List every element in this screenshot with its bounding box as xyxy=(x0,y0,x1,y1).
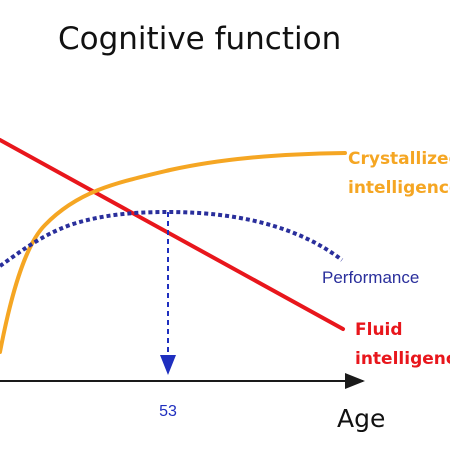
series-line-fluid-intelligence xyxy=(0,138,345,331)
series-label-fluid-line-1: Fluid xyxy=(355,320,403,340)
series-label-crystallized-line-1: Crystallized xyxy=(348,149,450,169)
series-label-crystallized-line-2: intelligence xyxy=(348,178,450,198)
series-line-crystallized-intelligence xyxy=(0,151,347,354)
series-label-performance: Performance xyxy=(322,268,419,287)
series-label-fluid-line-2: intelligence xyxy=(355,349,450,369)
x-tick-label-53: 53 xyxy=(159,403,177,420)
series-line-performance xyxy=(0,209,344,268)
x-axis-label: Age xyxy=(337,404,385,433)
chart-title: Cognitive function xyxy=(58,21,341,57)
